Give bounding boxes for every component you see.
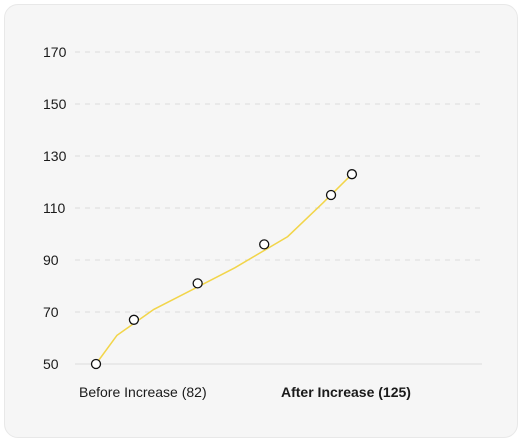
y-tick-label: 130 — [43, 148, 67, 164]
y-tick-label: 70 — [43, 304, 59, 320]
data-point — [128, 314, 140, 325]
y-axis-ticks: 50 70 90 110 130 150 170 — [43, 44, 67, 372]
grid-lines — [75, 51, 482, 365]
y-tick-label: 170 — [43, 44, 67, 60]
x-category-label: Before Increase (82) — [79, 384, 207, 400]
x-category-label: After Increase (125) — [281, 384, 411, 400]
chart-card — [4, 4, 518, 438]
data-point — [192, 278, 203, 289]
y-tick-label: 50 — [43, 356, 59, 372]
data-point — [259, 239, 270, 250]
y-tick-label: 150 — [43, 96, 67, 112]
trend-line — [95, 173, 353, 365]
data-point — [90, 358, 102, 370]
data-points — [90, 169, 358, 370]
y-tick-label: 90 — [43, 252, 59, 268]
data-point — [346, 169, 358, 180]
y-tick-label: 110 — [43, 200, 66, 216]
x-axis-categories: Before Increase (82) After Increase (125) — [79, 384, 411, 400]
data-point — [325, 189, 337, 201]
